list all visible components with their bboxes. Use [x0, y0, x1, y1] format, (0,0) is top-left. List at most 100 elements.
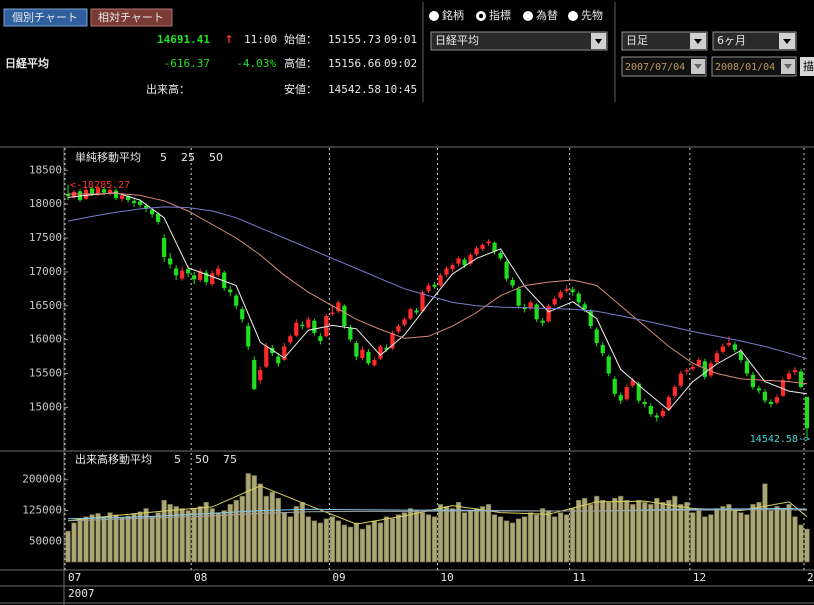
radio-label[interactable]: 先物	[581, 8, 603, 22]
volume-bar	[558, 512, 564, 563]
candle-body	[744, 361, 750, 374]
radio-label[interactable]: 銘柄	[442, 8, 464, 22]
open-value: 15155.73	[328, 33, 381, 46]
volume-bar	[792, 516, 798, 563]
low-label: 安値：	[284, 82, 317, 96]
candle-body	[65, 194, 71, 197]
tab-button[interactable]	[3, 8, 88, 27]
volume-bar	[660, 502, 666, 563]
select-text[interactable]: 日経平均	[435, 34, 479, 47]
volume-bar	[449, 508, 456, 563]
period-select[interactable]	[621, 31, 708, 51]
candle-body	[720, 346, 725, 352]
candle-body	[282, 346, 287, 360]
legend-entry: 25	[181, 151, 195, 164]
volume-bar	[738, 512, 744, 563]
legend-title: 単純移動平均	[75, 150, 141, 164]
button-label[interactable]: 描	[803, 59, 814, 73]
candle-body	[354, 343, 359, 357]
index-select[interactable]	[430, 31, 608, 51]
volume-bar	[570, 508, 576, 563]
radio[interactable]	[523, 11, 533, 21]
volume-bar	[714, 508, 720, 563]
instrument: 日経平均	[5, 56, 49, 70]
change-pct: -4.03%	[236, 57, 276, 70]
draw-button[interactable]	[800, 57, 814, 76]
candle-body	[198, 271, 203, 281]
candle-body	[294, 322, 299, 336]
volume-bar	[533, 514, 540, 563]
volume-bar	[161, 499, 167, 563]
volume-bar	[335, 520, 342, 563]
radio-label[interactable]: 為替	[536, 8, 558, 22]
volume-bar	[576, 499, 582, 563]
candle-body	[131, 200, 137, 203]
candle-body	[300, 324, 305, 327]
volume-bar	[642, 502, 648, 563]
volume-bar	[329, 516, 336, 563]
legend-title: 出来高移動平均	[75, 452, 152, 466]
volume-bar	[83, 516, 89, 563]
radio[interactable]	[429, 11, 439, 21]
volume-bar	[365, 524, 372, 563]
x-tick-label: 11	[573, 571, 586, 584]
legend-entry: 50	[195, 453, 209, 466]
candle-body	[576, 293, 581, 303]
volume-bar	[155, 512, 161, 563]
volume-bar	[293, 506, 299, 563]
volume-bar	[227, 504, 233, 563]
candle-body	[558, 292, 563, 298]
candle-body	[396, 326, 401, 332]
candle-body	[630, 380, 635, 386]
volume-bar	[600, 499, 606, 563]
volume-bar	[552, 516, 558, 563]
high-label: 高値：	[284, 56, 317, 70]
candle-body	[474, 248, 479, 255]
volume-bar	[125, 515, 131, 563]
volume-bar	[473, 508, 480, 563]
open-label: 始値：	[284, 32, 317, 46]
moving-average-line	[68, 192, 808, 385]
legend-entry: 75	[223, 453, 237, 466]
volume-bar	[678, 504, 684, 563]
date-text[interactable]: 2008/01/04	[715, 62, 775, 73]
range-select[interactable]	[712, 31, 797, 51]
candle-body	[774, 397, 780, 403]
candle-body	[252, 359, 257, 390]
candle-body	[510, 280, 515, 286]
volume-bar	[89, 514, 95, 563]
volume-bar	[257, 483, 263, 563]
candle-body	[288, 336, 293, 343]
candle-body	[101, 189, 107, 193]
tab-label[interactable]: 個別チャート	[12, 11, 78, 24]
select-text[interactable]: 日足	[626, 34, 648, 47]
volume-bar	[317, 522, 323, 563]
candle-body	[648, 406, 653, 415]
candle-body	[804, 396, 810, 429]
volume-bar	[612, 497, 618, 563]
volume-bar	[371, 520, 378, 563]
candle-body	[324, 315, 329, 337]
candle-body	[612, 378, 617, 394]
radio[interactable]	[568, 11, 578, 21]
candle-body	[71, 191, 77, 198]
select-text[interactable]: 6ヶ月	[717, 34, 746, 47]
date-from[interactable]	[621, 56, 707, 77]
radio-label[interactable]: 指標	[489, 8, 511, 22]
y-tick-label: 16000	[29, 333, 62, 346]
candle-body	[654, 415, 659, 418]
tab-label[interactable]: 相対チャート	[98, 10, 164, 24]
candle-body	[678, 373, 683, 386]
date-text[interactable]: 2007/07/04	[625, 62, 685, 73]
year-label: 2007	[68, 587, 95, 600]
candle-body	[732, 344, 738, 350]
volume-bar	[233, 499, 239, 563]
volume-bar	[618, 495, 624, 563]
tab-button[interactable]	[90, 8, 173, 27]
candle-body	[534, 304, 539, 320]
candle-body	[342, 305, 347, 327]
volume-bar	[521, 516, 528, 563]
date-to[interactable]	[711, 56, 797, 77]
y-tick-label: 50000	[29, 534, 62, 547]
volume-bar	[407, 508, 414, 563]
